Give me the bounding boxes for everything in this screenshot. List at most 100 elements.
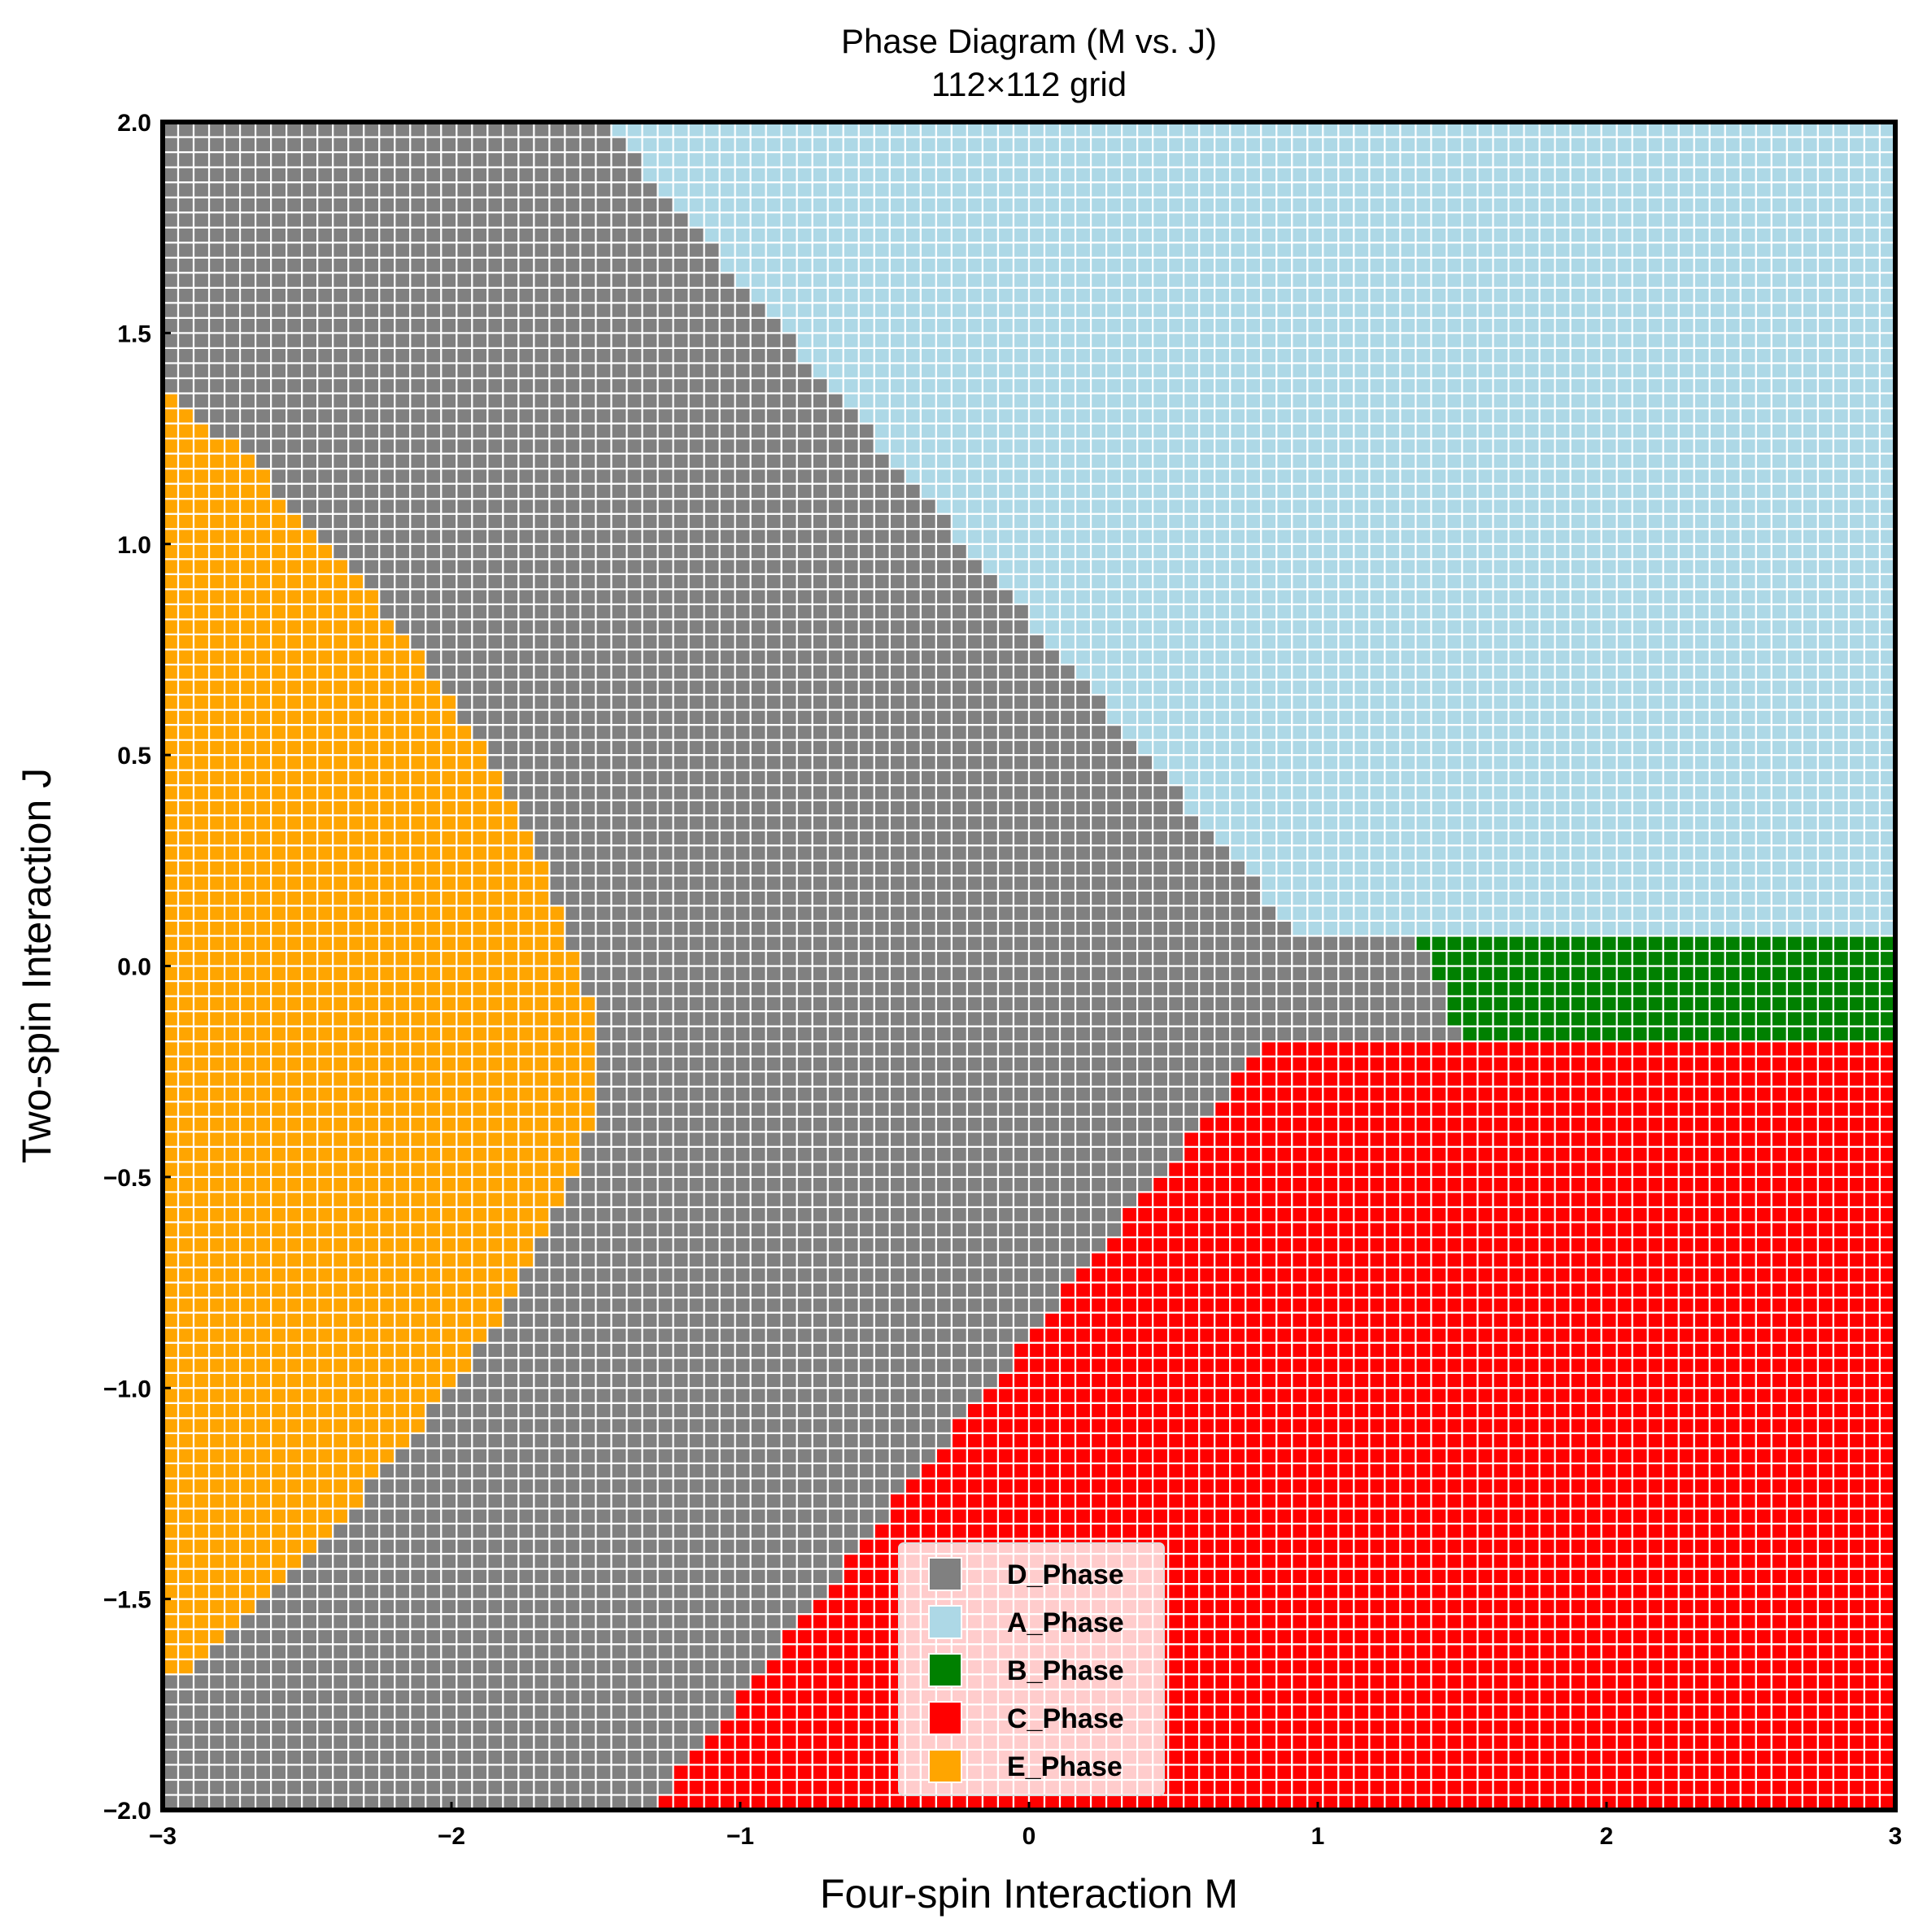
heatmap-cell <box>1368 1507 1386 1525</box>
heatmap-cell <box>888 1191 906 1209</box>
heatmap-cell <box>626 1131 643 1148</box>
heatmap-cell <box>1183 1507 1201 1525</box>
heatmap-cell <box>363 1221 381 1239</box>
heatmap-cell <box>1322 1296 1340 1314</box>
heatmap-cell <box>1136 1417 1154 1434</box>
heatmap-cell <box>1677 1688 1695 1706</box>
heatmap-cell <box>1415 1568 1432 1585</box>
heatmap-cell <box>765 1778 783 1796</box>
heatmap-cell <box>1569 1718 1587 1736</box>
heatmap-cell <box>1229 1206 1247 1223</box>
heatmap-cell <box>270 1598 288 1616</box>
heatmap-cell <box>378 1161 396 1178</box>
heatmap-cell <box>1291 1417 1309 1434</box>
heatmap-cell <box>1291 1552 1309 1570</box>
heatmap-cell <box>1445 1778 1463 1796</box>
heatmap-cell <box>780 1703 798 1720</box>
heatmap-cell <box>1384 1598 1402 1616</box>
heatmap-cell <box>1058 1341 1077 1359</box>
heatmap-cell <box>1801 1387 1820 1404</box>
heatmap-cell <box>966 1281 984 1299</box>
heatmap-cell <box>486 1447 504 1464</box>
heatmap-cell <box>564 1718 582 1736</box>
heatmap-cell <box>579 1477 597 1495</box>
heatmap-cell <box>1105 1341 1123 1359</box>
heatmap-cell <box>1368 1582 1386 1600</box>
heatmap-cell <box>1399 1175 1417 1193</box>
heatmap-cell <box>409 1673 427 1690</box>
heatmap-cell <box>564 1131 582 1148</box>
heatmap-cell <box>1445 1417 1463 1434</box>
heatmap-cell <box>641 1764 659 1782</box>
heatmap-cell <box>1847 1145 1866 1163</box>
heatmap-cell <box>1600 1161 1618 1178</box>
heatmap-cell <box>1152 1236 1170 1254</box>
heatmap-cell <box>1043 1161 1062 1178</box>
heatmap-cell <box>1353 1613 1371 1630</box>
heatmap-cell <box>1306 1161 1324 1178</box>
heatmap-cell <box>1554 1206 1572 1223</box>
heatmap-cell <box>656 1206 674 1223</box>
heatmap-cell <box>207 1703 226 1720</box>
heatmap-cell <box>1785 1402 1803 1420</box>
heatmap-cell <box>301 1161 319 1178</box>
heatmap-cell <box>1291 1748 1309 1766</box>
heatmap-cell <box>1538 1477 1556 1495</box>
heatmap-cell <box>687 1462 705 1480</box>
heatmap-cell <box>1275 1522 1293 1540</box>
heatmap-cell <box>1662 1673 1680 1690</box>
heatmap-cell <box>1445 1447 1463 1464</box>
heatmap-cell <box>286 1688 303 1706</box>
heatmap-cell <box>1600 1462 1618 1480</box>
heatmap-cell <box>1600 1492 1618 1510</box>
heatmap-cell <box>1863 1221 1881 1239</box>
heatmap-cell <box>1631 1251 1649 1269</box>
heatmap-cell <box>1353 1658 1371 1676</box>
heatmap-cell <box>1368 1598 1386 1616</box>
heatmap-cell <box>1322 1778 1340 1796</box>
heatmap-cell <box>1291 1568 1309 1585</box>
heatmap-cell <box>935 1145 953 1163</box>
heatmap-cell <box>1430 1507 1448 1525</box>
heatmap-cell <box>347 1492 365 1510</box>
heatmap-cell <box>1198 1568 1216 1585</box>
heatmap-cell <box>1430 1402 1448 1420</box>
heatmap-cell <box>1074 1281 1092 1299</box>
heatmap-cell <box>1461 1522 1479 1540</box>
heatmap-cell <box>796 1598 813 1616</box>
heatmap-cell <box>1585 1251 1602 1269</box>
heatmap-cell <box>533 1266 551 1284</box>
heatmap-cell <box>1152 1327 1170 1344</box>
heatmap-cell <box>1600 1507 1618 1525</box>
heatmap-cell <box>1816 1296 1835 1314</box>
heatmap-cell <box>1585 1628 1602 1646</box>
heatmap-cell <box>548 1281 566 1299</box>
heatmap-cell <box>378 1266 396 1284</box>
heatmap-cell <box>1600 1673 1618 1690</box>
heatmap-cell <box>1399 1221 1417 1239</box>
heatmap-cell <box>981 1432 1000 1450</box>
heatmap-cell <box>1646 1643 1664 1660</box>
heatmap-cell <box>1322 1175 1340 1193</box>
heatmap-cell <box>1569 1613 1587 1630</box>
heatmap-cell <box>1554 1628 1572 1646</box>
heatmap-cell <box>1337 1341 1355 1359</box>
heatmap-cell <box>1105 1221 1123 1239</box>
heatmap-cell <box>780 1281 798 1299</box>
heatmap-cell <box>610 1703 628 1720</box>
heatmap-cell <box>873 1673 891 1690</box>
heatmap-cell <box>1089 1327 1108 1344</box>
heatmap-cell <box>486 1552 504 1570</box>
heatmap-cell <box>1430 1266 1448 1284</box>
heatmap-cell <box>1739 1145 1757 1163</box>
heatmap-cell <box>456 1462 473 1480</box>
heatmap-cell <box>1600 1387 1618 1404</box>
heatmap-cell <box>826 1341 844 1359</box>
heatmap-cell <box>626 1688 643 1706</box>
heatmap-cell <box>378 1734 396 1751</box>
heatmap-cell <box>1415 1778 1432 1796</box>
heatmap-cell <box>656 1221 674 1239</box>
heatmap-cell <box>1089 1161 1108 1178</box>
heatmap-cell <box>1677 1658 1695 1676</box>
heatmap-cell <box>409 1477 427 1495</box>
